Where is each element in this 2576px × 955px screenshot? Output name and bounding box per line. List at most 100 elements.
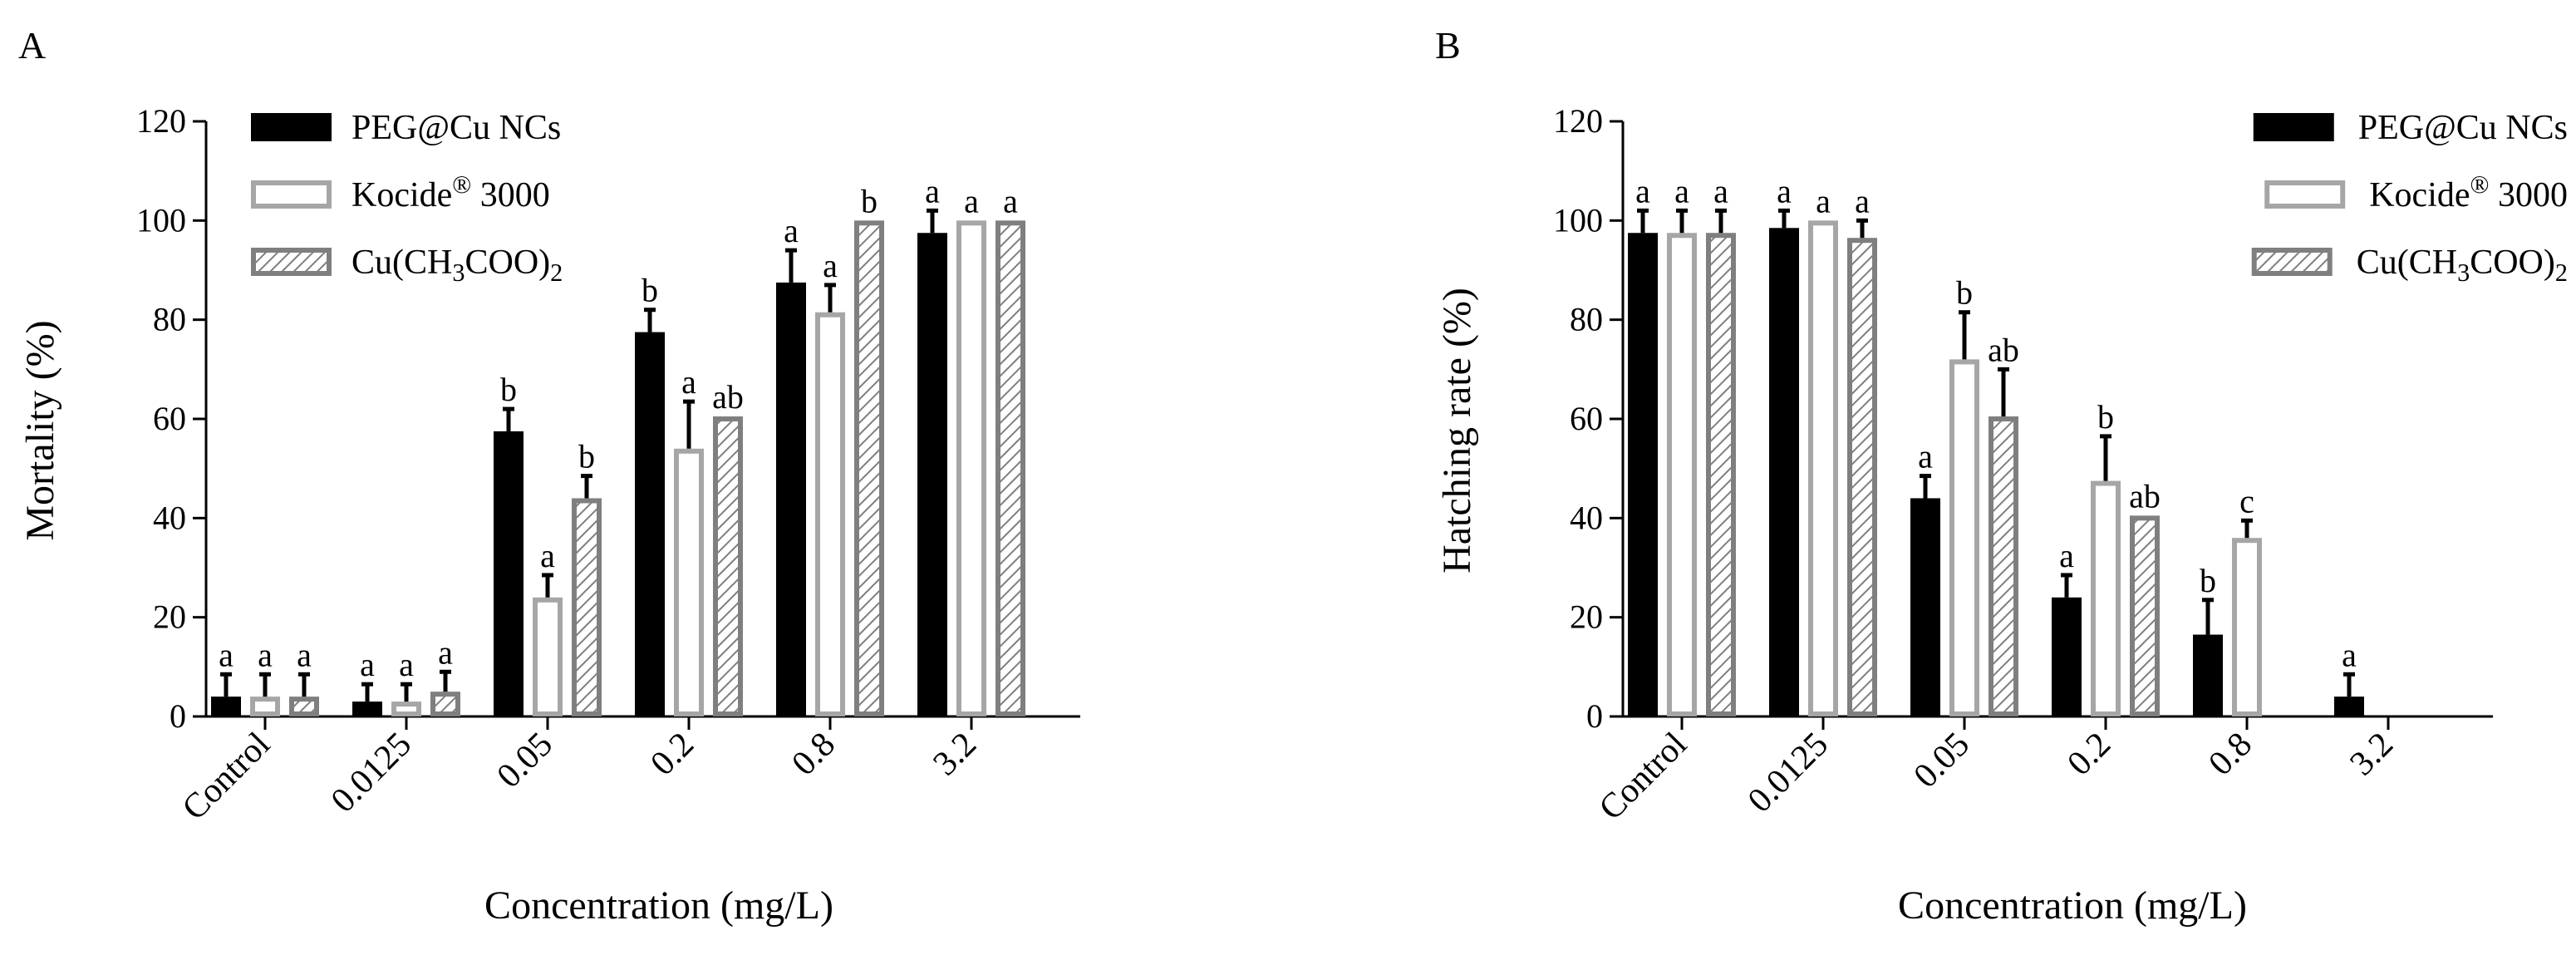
significance-letter: a [681,363,696,401]
bar [352,701,382,716]
significance-letter: a [1003,182,1018,219]
significance-letter: a [1713,172,1728,209]
legend-label: Cu(CH3​COO)2​ [351,244,563,287]
panel-a: A 0 20 40 60 80 100 120 Mortality (%) Control 0.01… [18,24,1080,928]
x-axis-title: Concentration (mg/L) [484,884,833,928]
chart-root: A 0 20 40 60 80 100 120 Mortality (%) Control 0.01… [18,24,2568,928]
y-tick-label: 80 [153,301,186,338]
bar [1667,233,1697,716]
legend-swatch [251,113,332,141]
legend-swatch [251,180,332,209]
x-tick-label: Control [175,726,278,828]
x-tick-label: 0.0125 [324,726,419,820]
x-tick-label: 0.05 [1907,726,1977,795]
y-axis-title: Mortality (%) [18,320,62,540]
bar [815,312,845,716]
bar [2091,480,2121,716]
bar [2052,597,2082,716]
legend: PEG@Cu NCs Kocide®​ 3000 Cu(CH3​COO)2​ [251,109,563,287]
significance-letter: a [1816,182,1831,219]
bar [713,416,743,716]
y-tick-label: 40 [153,499,186,536]
panel-label: A [18,24,46,66]
legend: PEG@Cu NCs Kocide®​ 3000 Cu(CH3​COO)2​ [2251,109,2568,287]
bar [391,701,421,716]
legend-swatch [2251,248,2333,276]
bar [1628,233,1658,716]
significance-letter: a [219,636,234,673]
significance-letter: a [964,182,979,219]
x-tick-label: 0.0125 [1741,726,1836,820]
x-tick-label: 0.2 [2060,726,2118,784]
y-tick-label: 120 [136,102,186,140]
significance-letter: b [578,438,595,475]
bar [1769,228,1799,716]
bar [2334,697,2364,717]
legend-label: Cu(CH3​COO)2​ [2357,244,2568,287]
significance-letter: a [1635,172,1650,209]
bar [533,597,563,716]
bar [2130,515,2160,716]
bar [674,448,704,716]
bar [572,498,602,716]
legend-swatch [251,248,332,276]
panel-b: B 0 20 40 60 80 100 120 Hatching rate (%) Control… [1435,24,2568,928]
significance-letter: a [438,633,453,671]
bar [1706,233,1736,716]
bar [1847,238,1877,716]
significance-letter: a [1777,172,1792,209]
y-tick-label: 20 [1570,598,1603,636]
significance-letter: b [500,371,517,408]
y-tick-label: 40 [1570,499,1603,536]
x-tick-label: 0.8 [2201,726,2259,784]
significance-letter: ab [1988,331,2019,368]
bar [956,220,986,717]
bar [635,332,665,716]
legend-label: PEG@Cu NCs [2358,109,2568,147]
panel-label: B [1435,24,1461,66]
x-tick-label: 3.2 [926,726,984,784]
y-tick-label: 20 [153,598,186,636]
significance-letter: b [861,182,878,219]
bar [2193,634,2223,716]
y-tick-label: 0 [170,697,186,735]
significance-letter: a [1674,172,1689,209]
legend-swatch [2253,113,2334,141]
x-tick-label: 0.2 [643,726,701,784]
bar [1989,416,2018,716]
bar [430,692,460,717]
x-tick-label: 0.8 [784,726,843,784]
bar [854,220,884,717]
legend-label: Kocide®​ 3000 [351,170,550,214]
significance-letter: ab [2129,477,2161,514]
bar [995,220,1025,717]
significance-letter: a [540,537,555,574]
significance-letter: a [360,646,375,683]
bar [494,431,524,717]
significance-letter: ab [712,378,744,416]
significance-letter: b [642,272,658,309]
significance-letter: a [2059,537,2074,574]
y-tick-label: 100 [1553,201,1603,239]
significance-letter: a [1855,182,1870,219]
significance-letter: b [2200,562,2216,599]
bar [250,697,280,717]
x-tick-label: 0.05 [490,726,560,795]
bar [211,697,241,717]
bar [776,282,806,716]
significance-letter: b [2097,398,2114,436]
x-tick-label: 3.2 [2342,726,2401,784]
significance-letter: a [925,172,940,209]
x-tick-label: Control [1592,726,1694,828]
y-tick-label: 60 [1570,400,1603,437]
y-tick-label: 60 [153,400,186,437]
significance-letter: c [2239,482,2254,519]
bar [1808,220,1838,717]
significance-letter: b [1956,274,1973,312]
legend-label: Kocide®​ 3000 [2369,170,2568,214]
bar [1949,359,1979,716]
y-axis-title: Hatching rate (%) [1435,288,1479,573]
significance-letter: a [823,247,838,284]
y-tick-label: 0 [1586,697,1603,735]
